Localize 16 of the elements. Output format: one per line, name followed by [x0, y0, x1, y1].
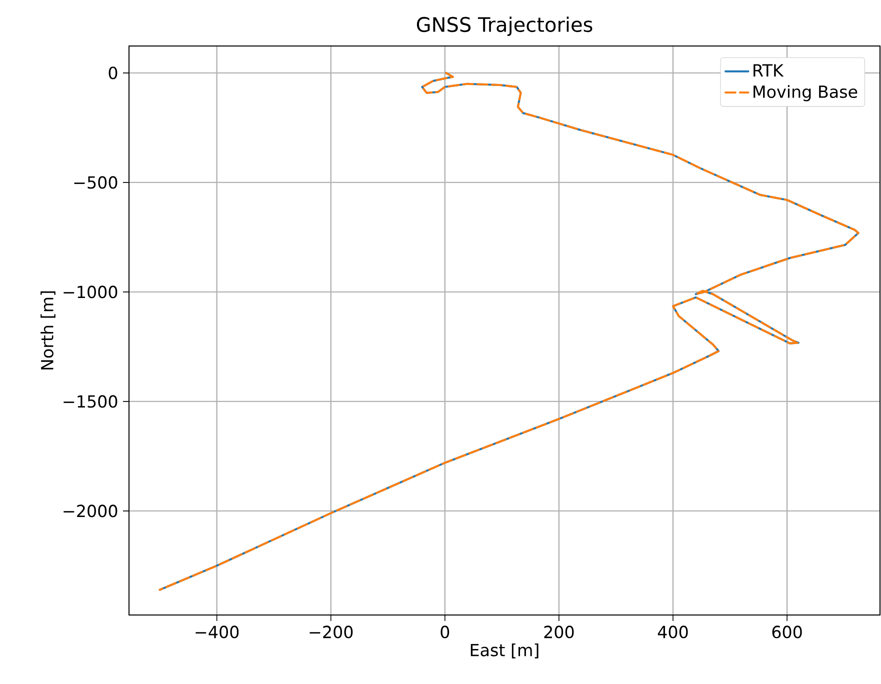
- y-tick-label: −2000: [64, 504, 118, 518]
- x-tick-label: −200: [310, 626, 353, 638]
- x-tick-label: 200: [544, 626, 574, 638]
- y-tick-label: 0: [108, 66, 118, 80]
- y-tick-label: −500: [74, 176, 118, 189]
- y-tick-label: −1000: [64, 286, 118, 298]
- y-axis-title: North [m]: [40, 291, 56, 370]
- x-tick-label: 400: [658, 626, 688, 638]
- y-tick-label: −1500: [64, 395, 118, 408]
- x-tick-label: −400: [196, 626, 239, 638]
- x-tick-label: 600: [772, 626, 802, 638]
- x-axis-title: East [m]: [470, 643, 538, 658]
- legend-label: Moving Base: [754, 85, 858, 102]
- legend-label: RTK: [754, 64, 784, 76]
- chart-title: GNSS Trajectories: [416, 16, 592, 36]
- x-tick-label: 0: [440, 626, 450, 638]
